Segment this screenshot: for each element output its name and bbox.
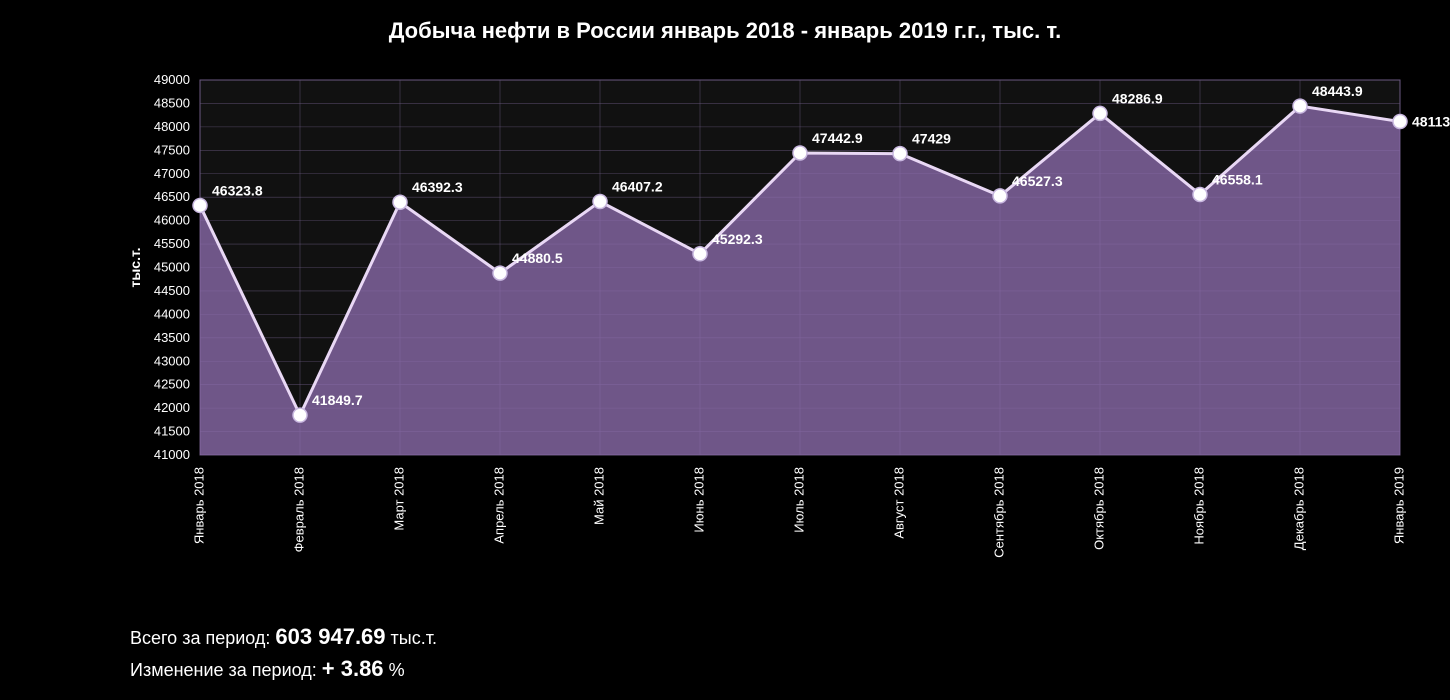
svg-text:Июнь 2018: Июнь 2018	[691, 467, 706, 533]
svg-text:48443.9: 48443.9	[1312, 83, 1363, 99]
svg-text:Сентябрь 2018: Сентябрь 2018	[991, 467, 1006, 558]
svg-text:44000: 44000	[154, 306, 190, 321]
svg-text:42500: 42500	[154, 377, 190, 392]
chart-container: 41000 41500 42000 42500 43000 43500 44000 44500…	[0, 60, 1450, 620]
svg-text:44500: 44500	[154, 283, 190, 298]
svg-text:46558.1: 46558.1	[1212, 171, 1263, 187]
svg-text:48500: 48500	[154, 95, 190, 110]
svg-text:48000: 48000	[154, 119, 190, 134]
svg-text:42000: 42000	[154, 400, 190, 415]
svg-text:46000: 46000	[154, 213, 190, 228]
summary-change: Изменение за период: + 3.86 %	[130, 656, 437, 682]
svg-text:46392.3: 46392.3	[412, 179, 463, 195]
summary-change-label: Изменение за период:	[130, 660, 317, 680]
svg-text:Февраль 2018: Февраль 2018	[291, 467, 306, 552]
svg-text:Январь 2018: Январь 2018	[191, 467, 206, 544]
svg-text:48286.9: 48286.9	[1112, 90, 1163, 106]
svg-text:Октябрь 2018: Октябрь 2018	[1091, 467, 1106, 550]
summary-total-unit: тыс.т.	[391, 628, 437, 648]
svg-text:Август 2018: Август 2018	[891, 467, 906, 539]
svg-text:тыс.т.: тыс.т.	[127, 247, 143, 287]
summary-total: Всего за период: 603 947.69 тыс.т.	[130, 624, 437, 650]
svg-text:47442.9: 47442.9	[812, 130, 863, 146]
svg-text:48113.8: 48113.8	[1412, 114, 1450, 130]
svg-text:43500: 43500	[154, 330, 190, 345]
summary-block: Всего за период: 603 947.69 тыс.т. Измен…	[130, 618, 437, 682]
svg-text:Март 2018: Март 2018	[391, 467, 406, 531]
svg-text:Декабрь 2018: Декабрь 2018	[1291, 467, 1306, 550]
svg-text:Ноябрь 2018: Ноябрь 2018	[1191, 467, 1206, 545]
summary-total-label: Всего за период:	[130, 628, 270, 648]
svg-text:46323.8: 46323.8	[212, 182, 263, 198]
oil-production-chart: 41000 41500 42000 42500 43000 43500 44000 44500…	[0, 60, 1450, 620]
svg-text:45500: 45500	[154, 236, 190, 251]
svg-text:47500: 47500	[154, 142, 190, 157]
svg-text:46527.3: 46527.3	[1012, 173, 1063, 189]
svg-text:Июль 2018: Июль 2018	[791, 467, 806, 533]
svg-text:41500: 41500	[154, 424, 190, 439]
svg-text:47000: 47000	[154, 166, 190, 181]
svg-text:46500: 46500	[154, 189, 190, 204]
summary-change-unit: %	[389, 660, 405, 680]
svg-text:46407.2: 46407.2	[612, 179, 663, 195]
svg-text:43000: 43000	[154, 353, 190, 368]
svg-text:41849.7: 41849.7	[312, 392, 363, 408]
chart-title: Добыча нефти в России январь 2018 - янва…	[0, 0, 1450, 50]
svg-text:49000: 49000	[154, 72, 190, 87]
svg-text:45000: 45000	[154, 260, 190, 275]
svg-text:47429: 47429	[912, 131, 951, 147]
svg-text:Январь 2019: Январь 2019	[1391, 467, 1406, 544]
svg-text:44880.5: 44880.5	[512, 250, 563, 266]
svg-text:41000: 41000	[154, 447, 190, 462]
summary-total-value: 603 947.69	[275, 624, 385, 649]
svg-text:Май 2018: Май 2018	[591, 467, 606, 525]
summary-change-value: + 3.86	[322, 656, 384, 681]
svg-text:Апрель 2018: Апрель 2018	[491, 467, 506, 544]
svg-text:45292.3: 45292.3	[712, 231, 763, 247]
